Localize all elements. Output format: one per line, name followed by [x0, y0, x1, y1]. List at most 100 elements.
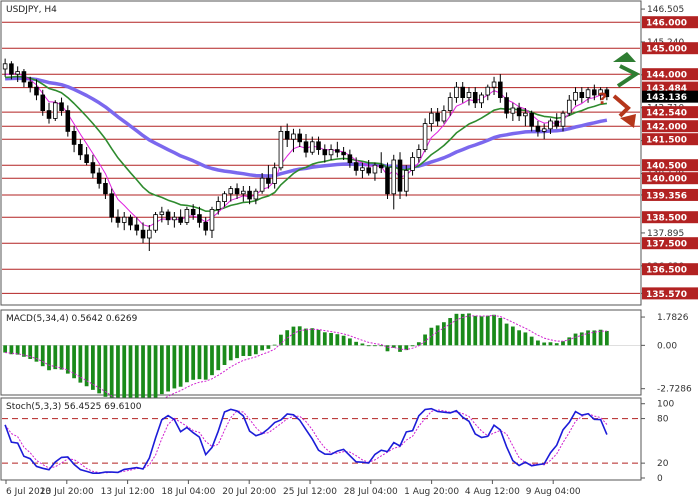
candle — [78, 139, 83, 160]
stochastic-tick-label: 20 — [657, 459, 669, 469]
time-tick-label: 10 Jul 20:00 — [40, 487, 94, 497]
candle-body — [128, 216, 133, 226]
candle-body — [140, 229, 146, 239]
macd-bar — [210, 345, 214, 376]
candle-body — [65, 110, 71, 132]
macd-bar — [147, 345, 152, 406]
candle — [397, 152, 403, 199]
macd-bar — [467, 313, 471, 346]
macd-bar — [222, 345, 227, 365]
candle — [335, 141, 340, 158]
candle-body — [529, 112, 534, 127]
candle — [353, 157, 359, 176]
candle-body — [9, 63, 14, 75]
level-badge — [642, 120, 698, 133]
candle — [560, 110, 566, 132]
candle — [416, 144, 422, 163]
candle-body — [184, 208, 190, 223]
candle — [447, 92, 453, 116]
candle — [366, 160, 371, 176]
candle-body — [385, 167, 390, 195]
symbol-label: USDJPY, H4 — [6, 5, 57, 15]
macd-bar — [429, 327, 434, 346]
candle — [491, 76, 497, 95]
candle — [435, 108, 440, 127]
candle-body — [328, 149, 334, 156]
level-badge — [642, 188, 698, 201]
macd-tick-label: 1.7826 — [657, 313, 689, 323]
macd-bar — [523, 332, 528, 346]
level-badge-label: 142.000 — [646, 123, 687, 133]
candle-body — [228, 188, 234, 195]
macd-axis: 1.7826 0.00 -2.7286 — [641, 313, 692, 395]
candle — [479, 92, 484, 108]
time-tick-label: 25 Jul 12:00 — [283, 487, 337, 497]
level-badge — [642, 211, 698, 224]
candle-body — [90, 162, 96, 174]
candle — [253, 188, 259, 205]
candle-body — [397, 159, 403, 192]
level-badge-label: 140.500 — [646, 162, 687, 172]
candle-body — [197, 214, 202, 223]
candle — [140, 222, 146, 244]
macd-bar — [410, 345, 415, 347]
candle — [460, 82, 465, 103]
candle — [541, 123, 547, 140]
stochastic-panel: Stoch(5,3,3) 56.4525 69.6100 — [0, 397, 642, 481]
stochastic-signal-line — [4, 409, 608, 474]
stochastic-main-line — [4, 407, 608, 474]
macd-bar — [185, 345, 189, 383]
macd-bar — [310, 328, 315, 346]
level-badge — [642, 16, 698, 29]
candle-body — [109, 193, 114, 218]
question-mark: ? — [598, 89, 607, 108]
candle — [197, 206, 202, 228]
macd-bar — [53, 345, 58, 370]
candle — [291, 128, 296, 153]
candle — [190, 204, 196, 220]
candle-body — [134, 224, 140, 231]
candle — [441, 105, 447, 124]
candle-body — [222, 193, 227, 203]
candle — [96, 167, 102, 189]
macd-bar — [103, 345, 108, 397]
candle — [385, 162, 390, 199]
macd-bar — [3, 345, 8, 353]
candle — [422, 118, 428, 153]
candle-body — [560, 112, 566, 127]
macd-tick-label: 0.00 — [657, 341, 677, 351]
bearish-arrowhead — [620, 114, 636, 128]
time-tick-label: 28 Jul 04:00 — [344, 487, 398, 497]
macd-bar — [554, 343, 559, 346]
candle — [548, 118, 553, 134]
level-badge-label: 140.000 — [646, 175, 687, 185]
macd-bar — [260, 345, 265, 351]
macd-bar — [166, 345, 170, 392]
moving-average-line — [5, 76, 608, 178]
candle — [585, 87, 591, 103]
candle-body — [278, 130, 284, 169]
candle — [510, 102, 516, 121]
macd-panel: MACD(5,34,4) 0.5642 0.6269 — [0, 309, 642, 408]
macd-bar — [266, 345, 271, 349]
level-badge-label: 143.484 — [646, 84, 687, 94]
candle-body — [59, 102, 64, 112]
candle-body — [598, 89, 603, 96]
current-price-label: 143.136 — [646, 93, 687, 103]
candle-body — [234, 188, 240, 195]
candle-body — [78, 143, 83, 156]
candle — [598, 87, 603, 101]
macd-bar — [304, 328, 308, 346]
candle-body — [566, 99, 572, 114]
candle — [278, 126, 284, 171]
macd-bar — [416, 342, 421, 346]
candle-body — [335, 149, 340, 153]
candle — [2, 58, 8, 77]
macd-bar — [291, 326, 296, 346]
candle-body — [303, 141, 309, 153]
candle-body — [247, 190, 252, 200]
candle — [203, 217, 208, 236]
candle-body — [472, 92, 478, 104]
candle — [573, 87, 578, 106]
candle — [234, 183, 240, 199]
